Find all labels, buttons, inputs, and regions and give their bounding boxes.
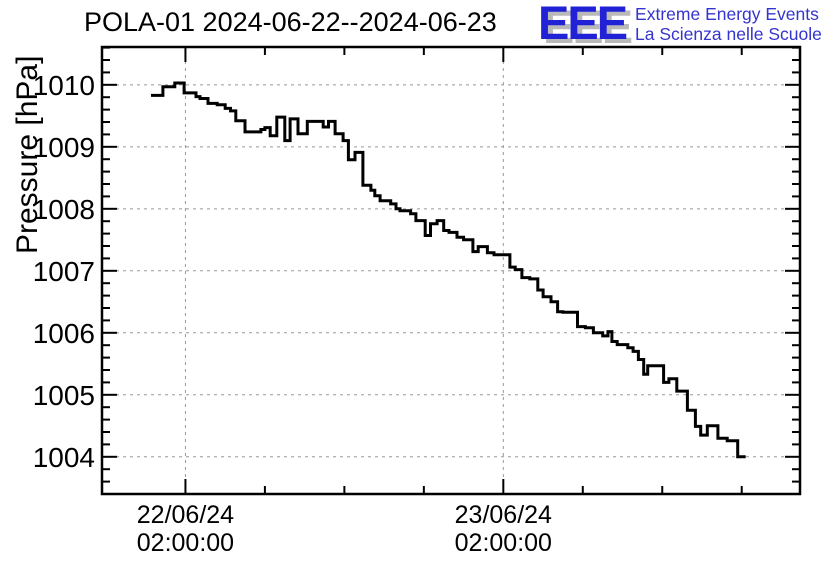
eee-logo-tagline-line2: La Scienza nelle Scuole <box>635 24 822 44</box>
svg-text:02:00:00: 02:00:00 <box>455 529 552 557</box>
y-axis-title: Pressure [hPa] <box>11 56 44 254</box>
eee-logo: EEE Extreme Energy Events La Scienza nel… <box>538 0 822 49</box>
y-tick-labels: 1004 1005 1006 1007 1008 1009 1010 <box>33 70 95 473</box>
svg-text:1004: 1004 <box>33 442 95 473</box>
eee-logo-tagline: Extreme Energy Events La Scienza nelle S… <box>635 4 822 44</box>
series-pressure <box>151 81 746 459</box>
svg-text:1005: 1005 <box>33 380 95 411</box>
svg-text:1009: 1009 <box>33 132 95 163</box>
svg-text:23/06/24: 23/06/24 <box>455 501 552 529</box>
axis-ticks <box>102 46 800 495</box>
svg-text:1006: 1006 <box>33 318 95 349</box>
svg-text:22/06/24: 22/06/24 <box>137 501 234 529</box>
eee-logo-icon: EEE <box>538 0 628 49</box>
svg-text:1010: 1010 <box>33 70 95 101</box>
grid-lines <box>102 47 800 494</box>
svg-text:02:00:00: 02:00:00 <box>137 529 234 557</box>
chart-title: POLA-01 2024-06-22--2024-06-23 <box>84 7 497 37</box>
eee-logo-tagline-line1: Extreme Energy Events <box>635 4 819 24</box>
svg-text:1007: 1007 <box>33 256 95 287</box>
svg-text:1008: 1008 <box>33 194 95 225</box>
